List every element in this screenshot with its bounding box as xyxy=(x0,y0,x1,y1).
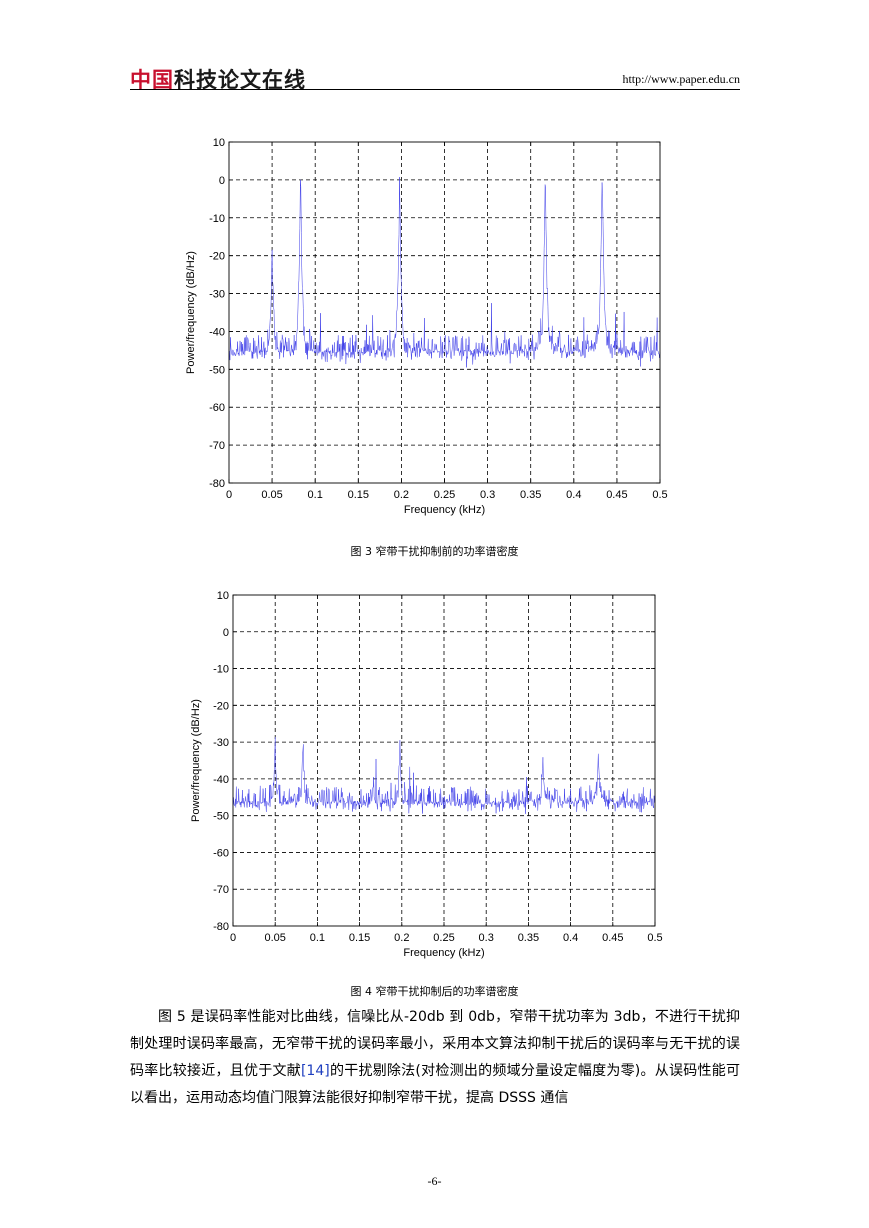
x-tick-label: 0.05 xyxy=(264,932,285,944)
y-tick-label: -10 xyxy=(209,213,225,225)
psd-before-chart: 0 0.05 0.1 0.15 0.2 0.25 0.3 0.35 0.4 0.45 0.5100-… xyxy=(185,137,668,516)
citation-link[interactable]: [14] xyxy=(300,1063,330,1079)
y-tick-label: -20 xyxy=(209,251,225,263)
logo-red-text: 中国 xyxy=(130,68,174,92)
figure-4-caption: 图 4 窄带干扰抑制后的功率谱密度 xyxy=(350,985,519,998)
x-tick-label: 0.5 xyxy=(652,489,667,501)
y-axis-label: Power/frequency (dB/Hz) xyxy=(190,699,202,822)
y-tick-label: -20 xyxy=(213,700,229,712)
x-tick-label: 0.1 xyxy=(310,932,325,944)
y-tick-label: -70 xyxy=(213,884,229,896)
x-tick-label: 0.35 xyxy=(520,489,541,501)
x-tick-label: 0.3 xyxy=(479,932,494,944)
x-tick-label: 0.3 xyxy=(480,489,495,501)
logo-dark-text: 科技论文在线 xyxy=(174,68,306,92)
header-url[interactable]: http://www.paper.edu.cn xyxy=(622,72,740,86)
x-tick-label: 0.2 xyxy=(394,489,409,501)
x-axis-label: Frequency (kHz) xyxy=(404,504,485,516)
y-tick-label: -50 xyxy=(209,364,225,376)
x-tick-label: 0.4 xyxy=(566,489,581,501)
x-tick-label: 0.15 xyxy=(349,932,370,944)
x-tick-label: 0.25 xyxy=(433,932,454,944)
y-tick-label: 0 xyxy=(223,627,229,639)
x-tick-label: 0.2 xyxy=(394,932,409,944)
x-tick-label: 0.45 xyxy=(606,489,627,501)
page-header: 中国科技论文在线 http://www.paper.edu.cn xyxy=(130,60,740,92)
y-tick-label: -40 xyxy=(213,774,229,786)
x-tick-label: 0.4 xyxy=(563,932,578,944)
x-tick-label: 0.35 xyxy=(518,932,539,944)
y-tick-label: -70 xyxy=(209,440,225,452)
body-text-1: 图 5 是误码率性能对比曲线，信噪比从-20db 到 0db，窄带干扰功率为 3… xyxy=(130,1009,740,1079)
y-tick-label: -60 xyxy=(209,402,225,414)
x-tick-label: 0.1 xyxy=(308,489,323,501)
y-tick-label: -40 xyxy=(209,326,225,338)
psd-after-chart: 0 0.05 0.1 0.15 0.2 0.25 0.3 0.35 0.4 0.45 0.5100-… xyxy=(190,590,663,959)
x-tick-label: 0.15 xyxy=(348,489,369,501)
x-tick-label: 0.45 xyxy=(602,932,623,944)
y-tick-label: -80 xyxy=(209,478,225,490)
header-rule xyxy=(130,89,740,90)
x-tick-label: 0.25 xyxy=(434,489,455,501)
y-tick-label: -50 xyxy=(213,811,229,823)
x-tick-label: 0 xyxy=(226,489,232,501)
x-tick-label: 0.5 xyxy=(647,932,662,944)
y-tick-label: -30 xyxy=(213,737,229,749)
y-axis-label: Power/frequency (dB/Hz) xyxy=(185,251,197,374)
body-text-2: 的干扰剔除法(对检测出的频域分量设定幅度为零)。从误码性能可以看出，运用动态均值… xyxy=(130,1063,740,1106)
y-tick-label: -30 xyxy=(209,289,225,301)
y-tick-label: -10 xyxy=(213,664,229,676)
y-tick-label: -60 xyxy=(213,847,229,859)
x-tick-label: 0 xyxy=(230,932,236,944)
y-tick-label: -80 xyxy=(213,921,229,933)
y-tick-label: 10 xyxy=(217,590,229,602)
psd-series-line xyxy=(228,177,661,368)
journal-logo: 中国科技论文在线 xyxy=(130,64,306,94)
page-number: -6- xyxy=(427,1174,442,1188)
psd-series-line xyxy=(232,737,656,814)
figure-3-caption: 图 3 窄带干扰抑制前的功率谱密度 xyxy=(350,545,519,558)
x-axis-label: Frequency (kHz) xyxy=(403,947,484,959)
y-tick-label: 0 xyxy=(219,175,225,187)
body-paragraph: 图 5 是误码率性能对比曲线，信噪比从-20db 到 0db，窄带干扰功率为 3… xyxy=(130,1004,740,1112)
y-tick-label: 10 xyxy=(213,137,225,149)
x-tick-label: 0.05 xyxy=(261,489,282,501)
